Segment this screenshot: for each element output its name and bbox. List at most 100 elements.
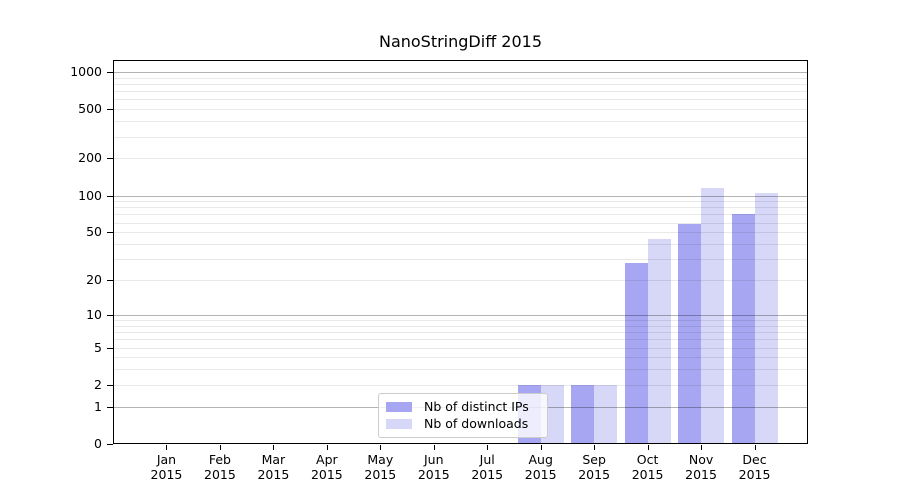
y-tick-label-2: 2: [94, 376, 102, 392]
bar-dec-downloads: [754, 193, 778, 443]
gridline-minor-20: [114, 280, 807, 282]
y-tick-label-5: 5: [94, 339, 102, 355]
y-tick-0: [107, 444, 113, 445]
gridline-minor-900: [114, 77, 807, 79]
x-tick-dec: [754, 445, 756, 450]
y-tick-label-20: 20: [86, 272, 102, 288]
gridline-minor-30: [114, 259, 807, 261]
gridline-minor-2: [114, 384, 807, 386]
x-tick-year-aug: 2015: [524, 467, 557, 482]
x-tick-year-dec: 2015: [738, 467, 771, 482]
legend-swatch-downloads: [386, 419, 412, 429]
gridline-minor-700: [114, 91, 807, 93]
x-tick-year-oct: 2015: [631, 467, 664, 482]
legend-label-downloads: Nb of downloads: [424, 416, 529, 431]
x-tick-month-aug: Aug: [528, 452, 553, 467]
x-tick-label-oct: Oct 2015: [616, 452, 680, 482]
x-tick-label-apr: Apr 2015: [295, 452, 359, 482]
y-tick-20: [107, 280, 113, 282]
gridline-minor-500: [114, 109, 807, 111]
x-tick-feb: [219, 445, 221, 450]
y-tick-2: [107, 384, 113, 386]
y-tick-5: [107, 347, 113, 349]
x-tick-sep: [594, 445, 596, 450]
x-tick-apr: [326, 445, 328, 450]
x-tick-month-jun: Jun: [424, 452, 444, 467]
x-tick-label-jun: Jun 2015: [402, 452, 466, 482]
gridline-minor-50: [114, 232, 807, 234]
y-tick-500: [107, 109, 113, 111]
x-tick-label-mar: Mar 2015: [241, 452, 305, 482]
x-tick-month-jan: Jan: [156, 452, 177, 467]
x-tick-month-apr: Apr: [316, 452, 338, 467]
gridline-minor-300: [114, 136, 807, 138]
gridline-minor-600: [114, 99, 807, 101]
y-tick-1000: [107, 72, 113, 73]
x-tick-aug: [540, 445, 542, 450]
y-tick-10: [107, 314, 113, 316]
y-tick-label-1: 1: [94, 398, 102, 414]
y-tick-200: [107, 158, 113, 160]
x-tick-may: [380, 445, 382, 450]
x-tick-jul: [487, 445, 489, 450]
x-tick-label-jan: Jan 2015: [134, 452, 198, 482]
y-tick-100: [107, 195, 113, 197]
bar-sep-downloads: [594, 384, 618, 443]
gridline-minor-80: [114, 207, 807, 209]
bar-oct-distinct-ips: [624, 262, 648, 443]
legend-swatch-distinct-ips: [386, 402, 412, 412]
x-tick-label-dec: Dec 2015: [723, 452, 787, 482]
x-tick-year-may: 2015: [364, 467, 397, 482]
y-tick-label-1000: 1000: [70, 64, 102, 79]
gridline-minor-40: [114, 244, 807, 246]
legend-item-downloads: Nb of downloads: [386, 416, 539, 432]
y-tick-50: [107, 232, 113, 234]
x-tick-month-mar: Mar: [261, 452, 286, 467]
bar-nov-distinct-ips: [678, 223, 702, 443]
gridline-major-100: [114, 195, 807, 197]
legend: Nb of distinct IPs Nb of downloads: [378, 393, 548, 438]
gridline-minor-4: [114, 357, 807, 359]
y-tick-label-500: 500: [78, 101, 102, 117]
gridline-major-1000: [114, 72, 807, 73]
gridline-major-10: [114, 314, 807, 316]
legend-label-distinct-ips: Nb of distinct IPs: [424, 399, 529, 414]
x-tick-year-sep: 2015: [578, 467, 611, 482]
gridline-minor-400: [114, 121, 807, 123]
plot-area: [113, 60, 808, 444]
y-tick-label-0: 0: [94, 436, 102, 451]
legend-item-distinct-ips: Nb of distinct IPs: [386, 399, 539, 415]
x-tick-month-jul: Jul: [479, 452, 495, 467]
x-tick-label-feb: Feb 2015: [188, 452, 252, 482]
x-tick-label-aug: Aug 2015: [509, 452, 573, 482]
gridline-minor-60: [114, 222, 807, 224]
x-tick-year-jun: 2015: [417, 467, 450, 482]
x-tick-oct: [647, 445, 649, 450]
x-tick-label-jul: Jul 2015: [455, 452, 519, 482]
x-tick-year-apr: 2015: [310, 467, 343, 482]
x-tick-year-jul: 2015: [471, 467, 504, 482]
gridline-minor-70: [114, 214, 807, 216]
x-tick-year-nov: 2015: [685, 467, 717, 482]
gridline-minor-90: [114, 201, 807, 203]
gridline-minor-800: [114, 84, 807, 85]
x-tick-label-sep: Sep 2015: [562, 452, 626, 482]
gridline-minor-6: [114, 339, 807, 341]
gridline-minor-5: [114, 347, 807, 349]
chart-title: NanoStringDiff 2015: [378, 32, 543, 51]
x-tick-nov: [701, 445, 703, 450]
gridline-minor-8: [114, 325, 807, 327]
y-tick-label-50: 50: [86, 224, 102, 240]
x-tick-month-sep: Sep: [582, 452, 606, 467]
x-tick-label-nov: Nov 2015: [669, 452, 733, 482]
x-tick-month-nov: Nov: [688, 452, 714, 467]
x-tick-month-may: May: [367, 452, 394, 467]
y-tick-label-10: 10: [86, 306, 102, 322]
x-tick-label-may: May 2015: [348, 452, 412, 482]
bar-sep-distinct-ips: [571, 384, 595, 443]
y-tick-label-100: 100: [78, 187, 102, 203]
y-tick-1: [107, 406, 113, 408]
y-tick-label-200: 200: [78, 150, 102, 166]
gridline-minor-200: [114, 158, 807, 160]
